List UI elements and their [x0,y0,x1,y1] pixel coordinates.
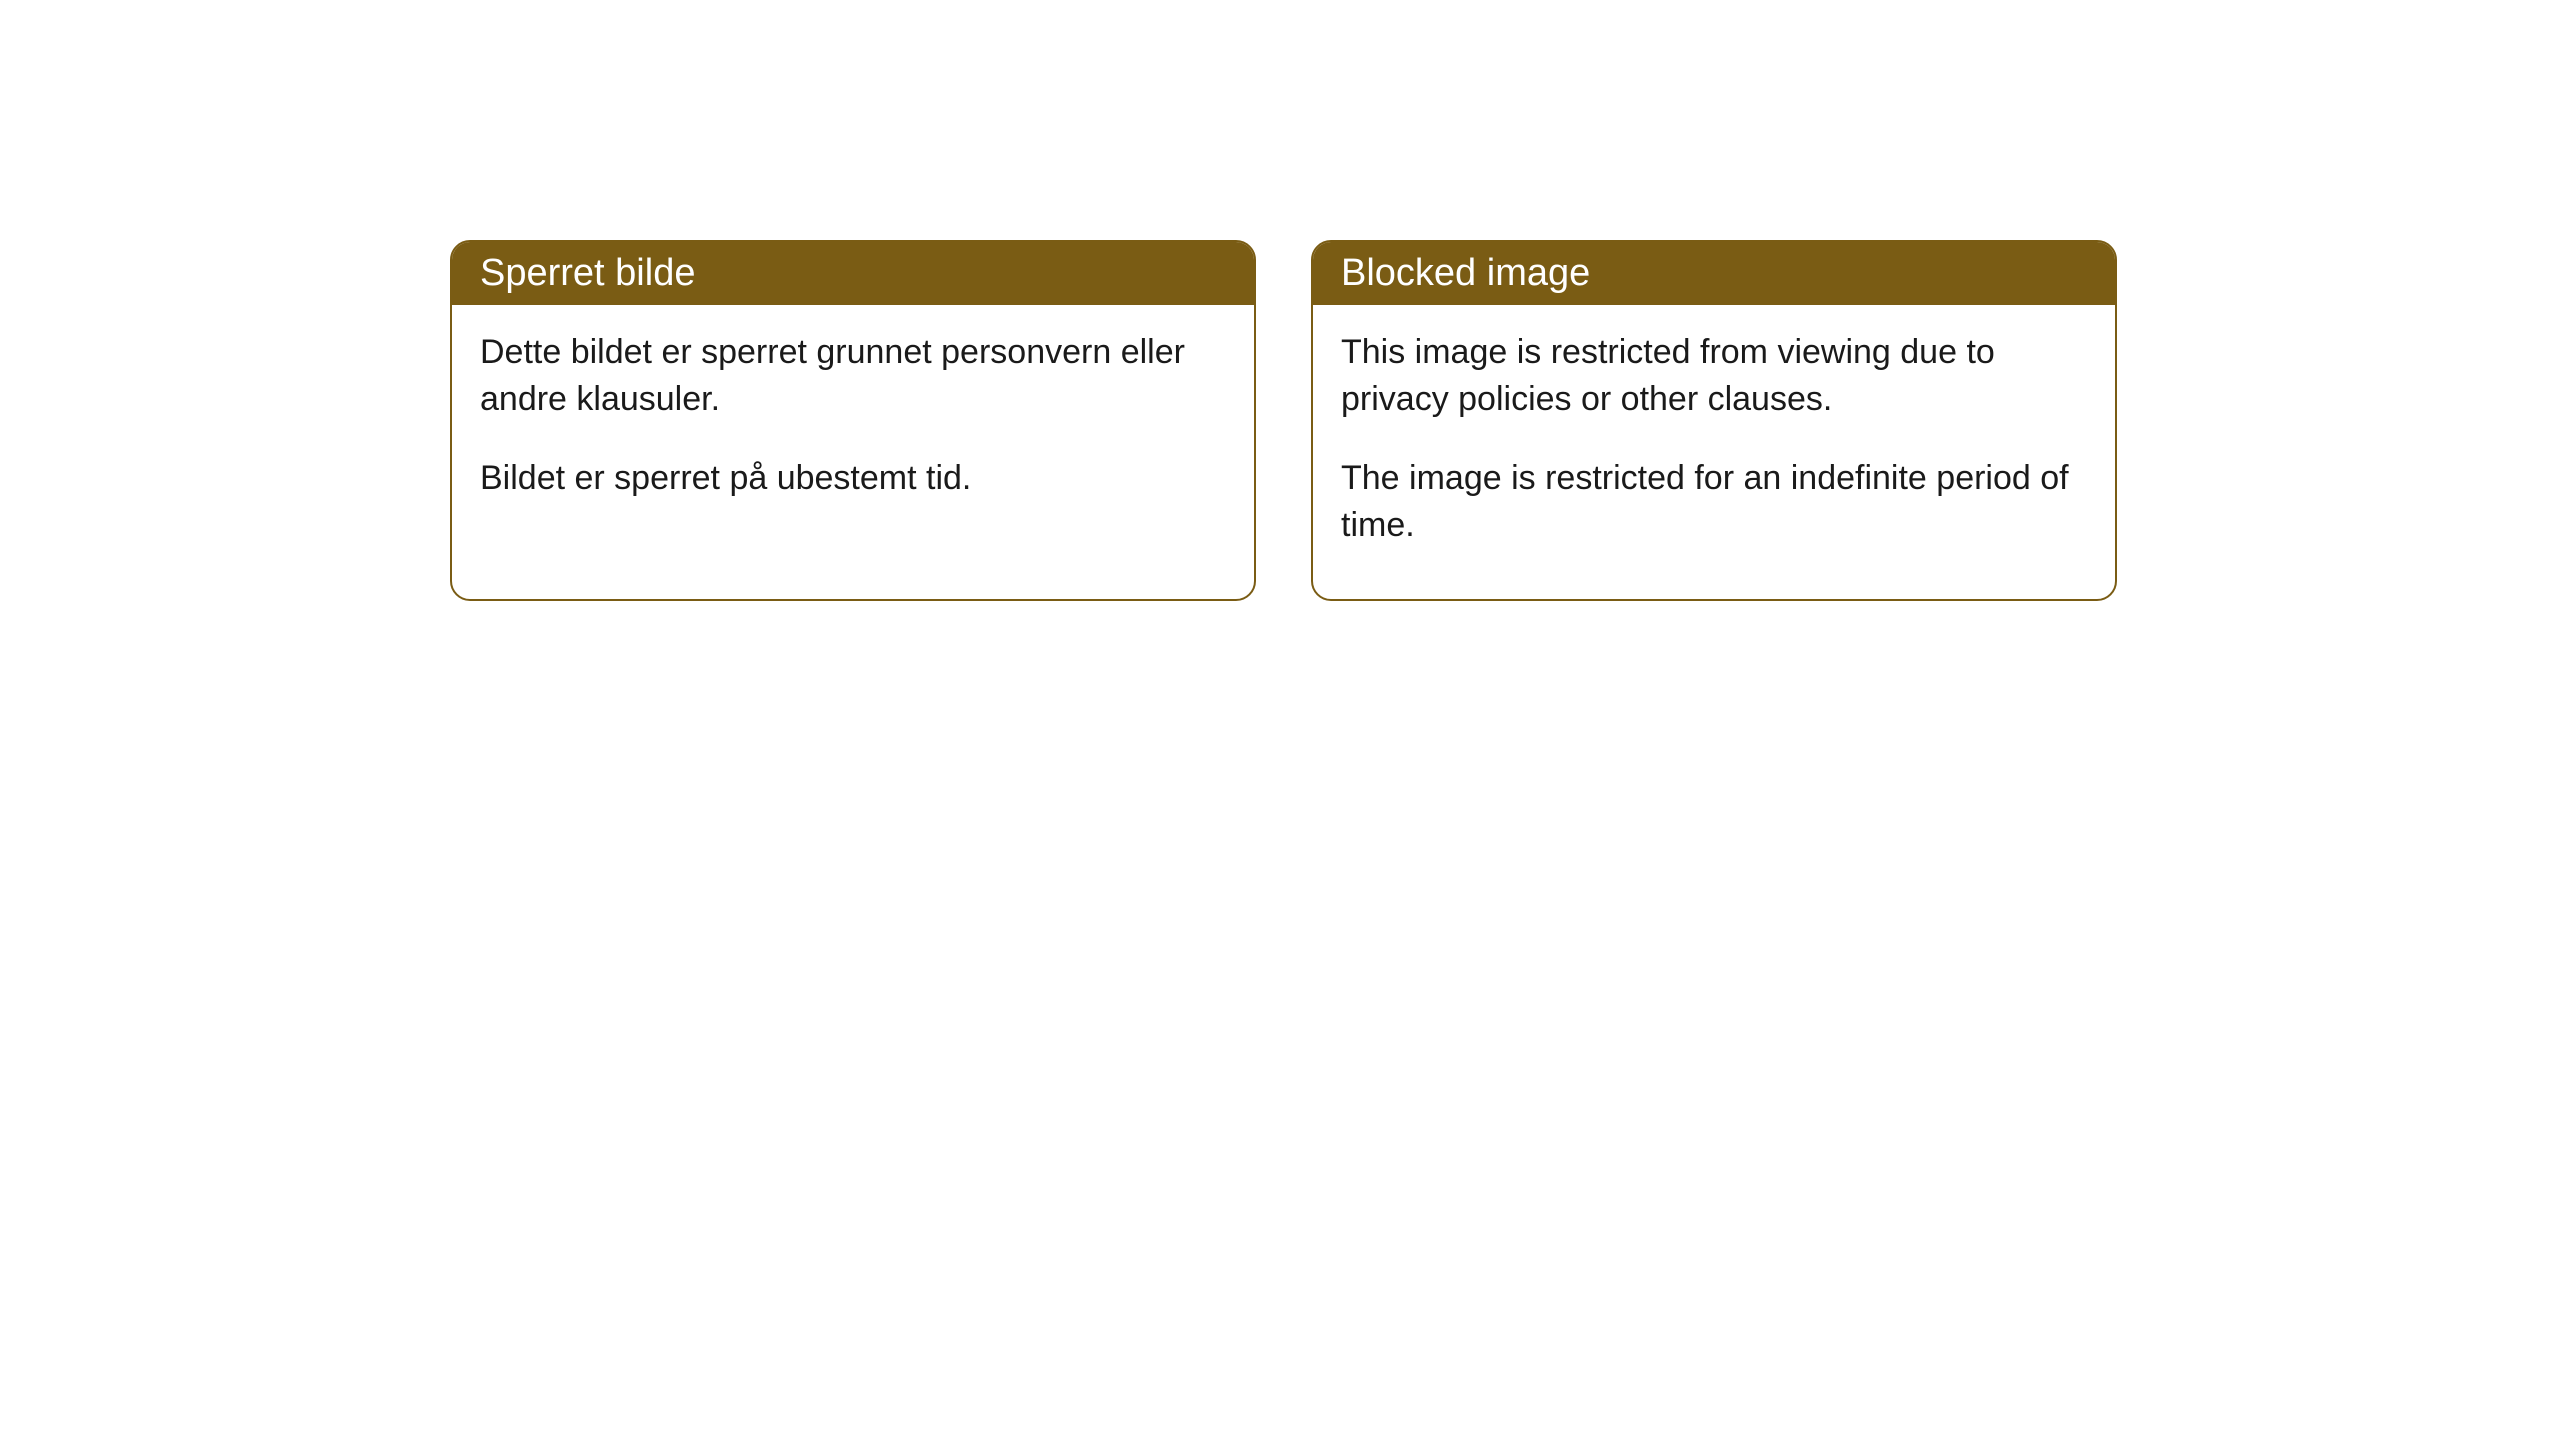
notice-header: Sperret bilde [452,242,1254,305]
notice-title: Blocked image [1341,252,1590,294]
notice-paragraph: This image is restricted from viewing du… [1341,329,2087,423]
notice-paragraph: Bildet er sperret på ubestemt tid. [480,455,1226,502]
notice-card-norwegian: Sperret bilde Dette bildet er sperret gr… [450,240,1256,601]
notice-container: Sperret bilde Dette bildet er sperret gr… [450,240,2117,601]
notice-paragraph: The image is restricted for an indefinit… [1341,455,2087,549]
notice-card-english: Blocked image This image is restricted f… [1311,240,2117,601]
notice-paragraph: Dette bildet er sperret grunnet personve… [480,329,1226,423]
notice-header: Blocked image [1313,242,2115,305]
notice-body: This image is restricted from viewing du… [1313,305,2115,599]
notice-title: Sperret bilde [480,252,695,294]
notice-body: Dette bildet er sperret grunnet personve… [452,305,1254,552]
